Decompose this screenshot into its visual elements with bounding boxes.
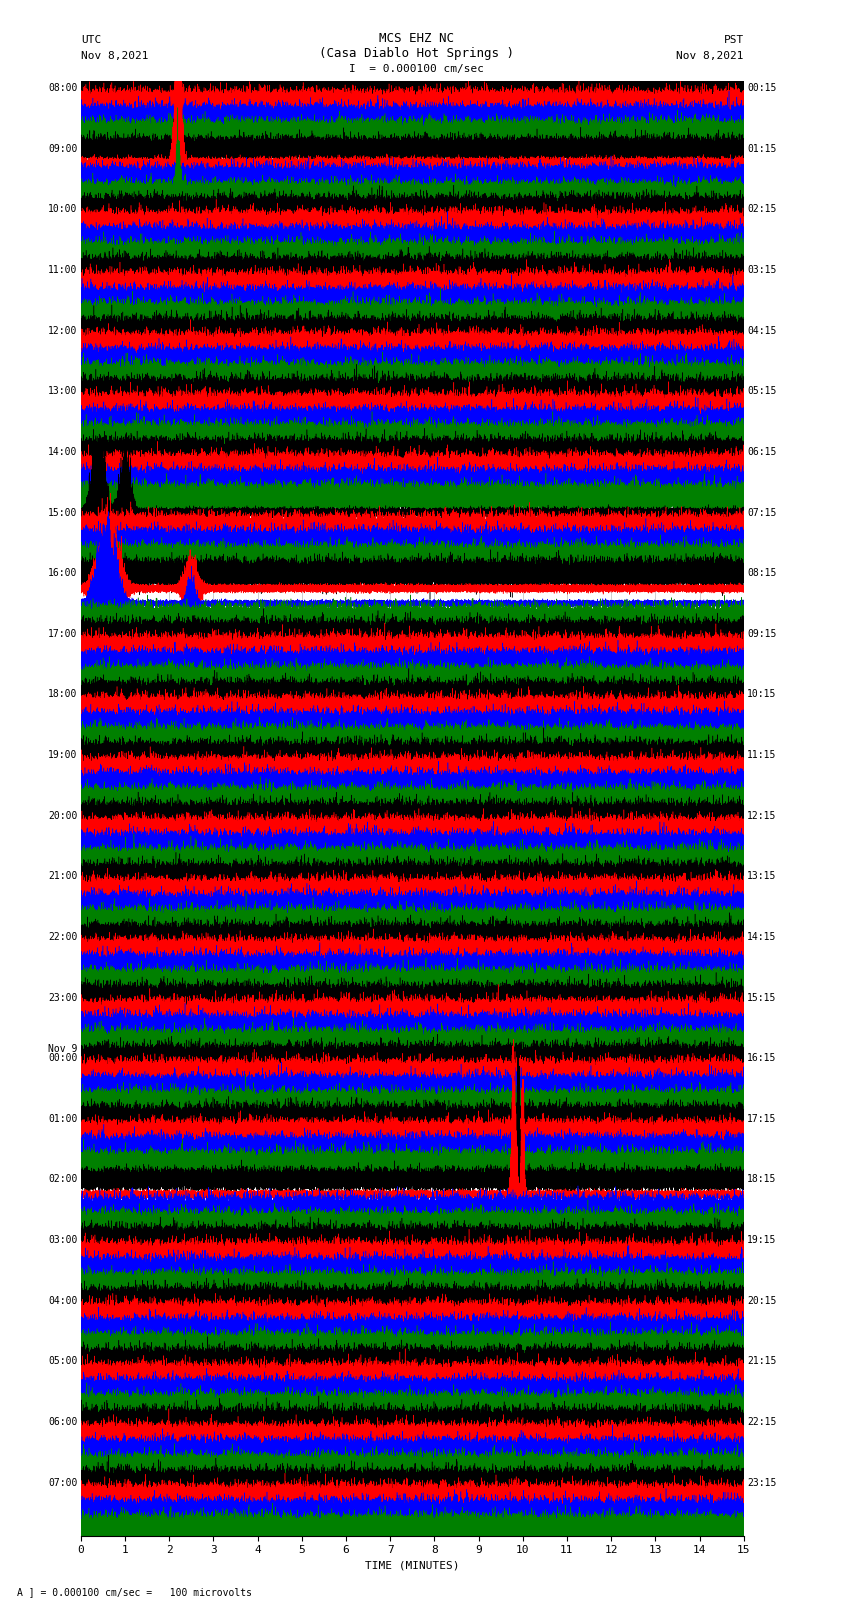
Text: Nov 8,2021: Nov 8,2021 (81, 52, 148, 61)
Text: 01:00: 01:00 (48, 1115, 77, 1124)
Text: 23:15: 23:15 (747, 1478, 776, 1487)
Text: 10:15: 10:15 (747, 689, 776, 700)
Text: 00:15: 00:15 (747, 84, 776, 94)
Text: 09:00: 09:00 (48, 144, 77, 153)
Text: 04:00: 04:00 (48, 1295, 77, 1305)
Text: 16:15: 16:15 (747, 1053, 776, 1063)
Text: 17:15: 17:15 (747, 1115, 776, 1124)
Text: 00:00: 00:00 (48, 1053, 77, 1063)
Text: I  = 0.000100 cm/sec: I = 0.000100 cm/sec (349, 65, 484, 74)
Text: 06:15: 06:15 (747, 447, 776, 456)
Text: 11:15: 11:15 (747, 750, 776, 760)
Text: (Casa Diablo Hot Springs ): (Casa Diablo Hot Springs ) (319, 47, 514, 60)
Text: 19:15: 19:15 (747, 1236, 776, 1245)
Text: 07:15: 07:15 (747, 508, 776, 518)
Text: MCS EHZ NC: MCS EHZ NC (379, 32, 454, 45)
Text: 03:15: 03:15 (747, 265, 776, 276)
Text: Nov 8,2021: Nov 8,2021 (677, 52, 744, 61)
Text: 05:15: 05:15 (747, 387, 776, 397)
Text: 16:00: 16:00 (48, 568, 77, 577)
Text: 07:00: 07:00 (48, 1478, 77, 1487)
Text: 02:15: 02:15 (747, 205, 776, 215)
Text: 04:15: 04:15 (747, 326, 776, 336)
Text: UTC: UTC (81, 35, 101, 45)
Text: 19:00: 19:00 (48, 750, 77, 760)
Text: 15:00: 15:00 (48, 508, 77, 518)
Text: 08:15: 08:15 (747, 568, 776, 577)
Text: 06:00: 06:00 (48, 1416, 77, 1428)
Text: 22:15: 22:15 (747, 1416, 776, 1428)
Text: 12:00: 12:00 (48, 326, 77, 336)
Text: 20:00: 20:00 (48, 811, 77, 821)
Text: 18:15: 18:15 (747, 1174, 776, 1184)
Text: 22:00: 22:00 (48, 932, 77, 942)
Text: 03:00: 03:00 (48, 1236, 77, 1245)
Text: A ] = 0.000100 cm/sec =   100 microvolts: A ] = 0.000100 cm/sec = 100 microvolts (17, 1587, 252, 1597)
Text: 14:15: 14:15 (747, 932, 776, 942)
Text: 21:15: 21:15 (747, 1357, 776, 1366)
Text: 18:00: 18:00 (48, 689, 77, 700)
Text: 10:00: 10:00 (48, 205, 77, 215)
Text: 17:00: 17:00 (48, 629, 77, 639)
Text: 11:00: 11:00 (48, 265, 77, 276)
Text: 23:00: 23:00 (48, 992, 77, 1003)
Text: 08:00: 08:00 (48, 84, 77, 94)
Text: 15:15: 15:15 (747, 992, 776, 1003)
Text: Nov 9: Nov 9 (48, 1044, 77, 1053)
Text: PST: PST (723, 35, 744, 45)
Text: 13:15: 13:15 (747, 871, 776, 881)
Text: 05:00: 05:00 (48, 1357, 77, 1366)
Text: 13:00: 13:00 (48, 387, 77, 397)
Text: 20:15: 20:15 (747, 1295, 776, 1305)
Text: 09:15: 09:15 (747, 629, 776, 639)
Text: 14:00: 14:00 (48, 447, 77, 456)
Text: 12:15: 12:15 (747, 811, 776, 821)
X-axis label: TIME (MINUTES): TIME (MINUTES) (365, 1561, 460, 1571)
Text: 21:00: 21:00 (48, 871, 77, 881)
Text: 02:00: 02:00 (48, 1174, 77, 1184)
Text: 01:15: 01:15 (747, 144, 776, 153)
